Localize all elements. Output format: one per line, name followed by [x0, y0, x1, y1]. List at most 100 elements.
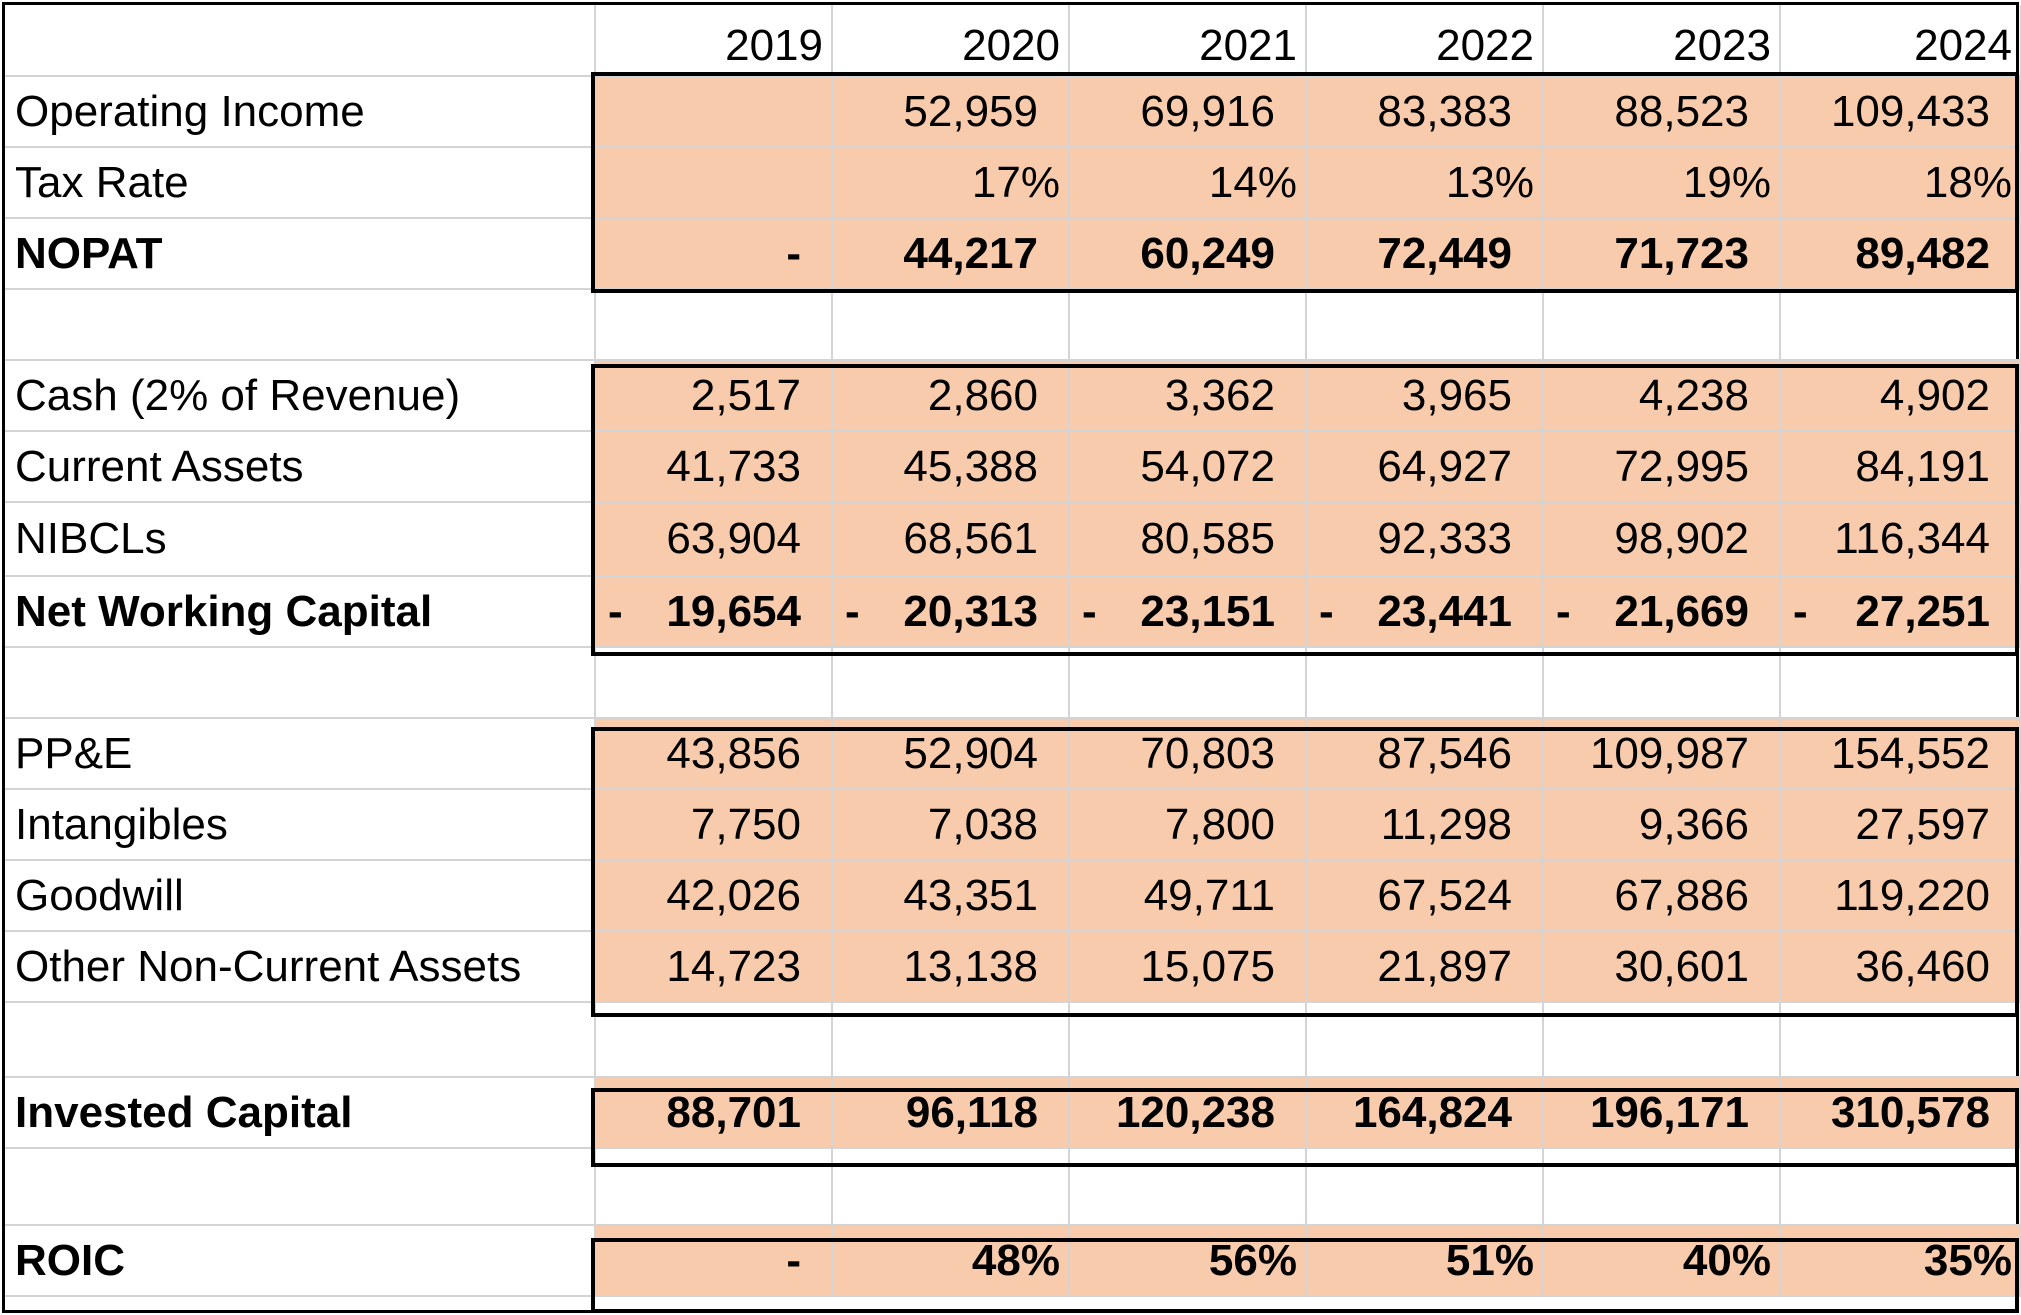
empty-cell[interactable] — [5, 1003, 596, 1078]
goodwill-cell[interactable]: 42,026 — [596, 861, 833, 932]
ppe-cell[interactable]: 154,552 — [1781, 719, 2021, 790]
current-assets-cell[interactable]: 84,191 — [1781, 432, 2021, 503]
empty-cell[interactable] — [5, 290, 596, 361]
nopat-label[interactable]: NOPAT — [5, 219, 596, 290]
nibcls-cell[interactable]: 116,344 — [1781, 503, 2021, 577]
intangibles-cell[interactable]: 9,366 — [1544, 790, 1781, 861]
intangibles-cell[interactable]: 11,298 — [1307, 790, 1544, 861]
other-non-current-assets-cell[interactable]: 13,138 — [833, 932, 1070, 1003]
empty-cell[interactable] — [5, 648, 596, 719]
operating-income-cell[interactable]: 69,916 — [1070, 77, 1307, 148]
tax-rate-cell[interactable]: 19% — [1544, 148, 1781, 219]
empty-cell[interactable] — [596, 290, 833, 361]
invested-capital-cell[interactable]: 88,701 — [596, 1078, 833, 1149]
empty-cell[interactable] — [1544, 648, 1781, 719]
current-assets-cell[interactable]: 54,072 — [1070, 432, 1307, 503]
other-non-current-assets-cell[interactable]: 21,897 — [1307, 932, 1544, 1003]
empty-cell[interactable] — [833, 1003, 1070, 1078]
operating-income-cell[interactable] — [596, 77, 833, 148]
empty-cell[interactable] — [1781, 1003, 2021, 1078]
operating-income-cell[interactable]: 52,959 — [833, 77, 1070, 148]
empty-cell[interactable] — [1307, 1149, 1544, 1226]
roic-cell[interactable]: 35% — [1781, 1226, 2021, 1297]
tax-rate-cell[interactable]: 18% — [1781, 148, 2021, 219]
operating-income-cell[interactable]: 109,433 — [1781, 77, 2021, 148]
operating-income-cell[interactable]: 88,523 — [1544, 77, 1781, 148]
net-working-capital-cell[interactable]: -21,669 — [1544, 577, 1781, 648]
empty-cell[interactable] — [1070, 1149, 1307, 1226]
empty-cell[interactable] — [5, 1149, 596, 1226]
ppe-cell[interactable]: 52,904 — [833, 719, 1070, 790]
roic-label[interactable]: ROIC — [5, 1226, 596, 1297]
ppe-cell[interactable]: 43,856 — [596, 719, 833, 790]
nibcls-cell[interactable]: 80,585 — [1070, 503, 1307, 577]
tax-rate-cell[interactable]: 14% — [1070, 148, 1307, 219]
tax-rate-cell[interactable] — [596, 148, 833, 219]
net-working-capital-cell[interactable]: -23,151 — [1070, 577, 1307, 648]
net-working-capital-cell[interactable]: -27,251 — [1781, 577, 2021, 648]
nopat-cell[interactable]: 89,482 — [1781, 219, 2021, 290]
nibcls-cell[interactable]: 63,904 — [596, 503, 833, 577]
nibcls-label[interactable]: NIBCLs — [5, 503, 596, 577]
nibcls-cell[interactable]: 98,902 — [1544, 503, 1781, 577]
tax-rate-cell[interactable]: 17% — [833, 148, 1070, 219]
cash-cell[interactable]: 2,517 — [596, 361, 833, 432]
other-non-current-assets-cell[interactable]: 30,601 — [1544, 932, 1781, 1003]
empty-cell[interactable] — [1307, 1003, 1544, 1078]
invested-capital-cell[interactable]: 310,578 — [1781, 1078, 2021, 1149]
goodwill-cell[interactable]: 67,886 — [1544, 861, 1781, 932]
header-corner-cell[interactable] — [5, 5, 596, 77]
empty-cell[interactable] — [833, 648, 1070, 719]
cash-cell[interactable]: 4,238 — [1544, 361, 1781, 432]
goodwill-cell[interactable]: 67,524 — [1307, 861, 1544, 932]
current-assets-label[interactable]: Current Assets — [5, 432, 596, 503]
goodwill-cell[interactable]: 119,220 — [1781, 861, 2021, 932]
invested-capital-cell[interactable]: 196,171 — [1544, 1078, 1781, 1149]
nopat-cell[interactable]: 44,217 — [833, 219, 1070, 290]
year-header-2020[interactable]: 2020 — [833, 5, 1070, 77]
empty-cell[interactable] — [833, 290, 1070, 361]
year-header-2024[interactable]: 2024 — [1781, 5, 2021, 77]
ppe-cell[interactable]: 70,803 — [1070, 719, 1307, 790]
roic-cell[interactable]: 56% — [1070, 1226, 1307, 1297]
intangibles-cell[interactable]: 7,750 — [596, 790, 833, 861]
invested-capital-label[interactable]: Invested Capital — [5, 1078, 596, 1149]
tax-rate-cell[interactable]: 13% — [1307, 148, 1544, 219]
roic-cell[interactable]: 48% — [833, 1226, 1070, 1297]
empty-cell[interactable] — [596, 1003, 833, 1078]
goodwill-cell[interactable]: 43,351 — [833, 861, 1070, 932]
cash-cell[interactable]: 2,860 — [833, 361, 1070, 432]
current-assets-cell[interactable]: 41,733 — [596, 432, 833, 503]
tax-rate-label[interactable]: Tax Rate — [5, 148, 596, 219]
ppe-cell[interactable]: 87,546 — [1307, 719, 1544, 790]
ppe-label[interactable]: PP&E — [5, 719, 596, 790]
other-non-current-assets-cell[interactable]: 36,460 — [1781, 932, 2021, 1003]
empty-cell[interactable] — [1781, 1149, 2021, 1226]
nibcls-cell[interactable]: 92,333 — [1307, 503, 1544, 577]
net-working-capital-label[interactable]: Net Working Capital — [5, 577, 596, 648]
other-non-current-assets-cell[interactable]: 14,723 — [596, 932, 833, 1003]
current-assets-cell[interactable]: 64,927 — [1307, 432, 1544, 503]
current-assets-cell[interactable]: 72,995 — [1544, 432, 1781, 503]
invested-capital-cell[interactable]: 120,238 — [1070, 1078, 1307, 1149]
year-header-2019[interactable]: 2019 — [596, 5, 833, 77]
cash-cell[interactable]: 4,902 — [1781, 361, 2021, 432]
cash-cell[interactable]: 3,965 — [1307, 361, 1544, 432]
year-header-2021[interactable]: 2021 — [1070, 5, 1307, 77]
invested-capital-cell[interactable]: 164,824 — [1307, 1078, 1544, 1149]
empty-cell[interactable] — [1544, 290, 1781, 361]
ppe-cell[interactable]: 109,987 — [1544, 719, 1781, 790]
empty-cell[interactable] — [1070, 290, 1307, 361]
goodwill-label[interactable]: Goodwill — [5, 861, 596, 932]
net-working-capital-cell[interactable]: -23,441 — [1307, 577, 1544, 648]
empty-cell[interactable] — [596, 1149, 833, 1226]
year-header-2022[interactable]: 2022 — [1307, 5, 1544, 77]
intangibles-label[interactable]: Intangibles — [5, 790, 596, 861]
nopat-cell[interactable]: 60,249 — [1070, 219, 1307, 290]
net-working-capital-cell[interactable]: -19,654 — [596, 577, 833, 648]
roic-cell[interactable]: - — [596, 1226, 833, 1297]
empty-cell[interactable] — [1070, 1003, 1307, 1078]
empty-cell[interactable] — [1307, 290, 1544, 361]
current-assets-cell[interactable]: 45,388 — [833, 432, 1070, 503]
empty-cell[interactable] — [1544, 1003, 1781, 1078]
